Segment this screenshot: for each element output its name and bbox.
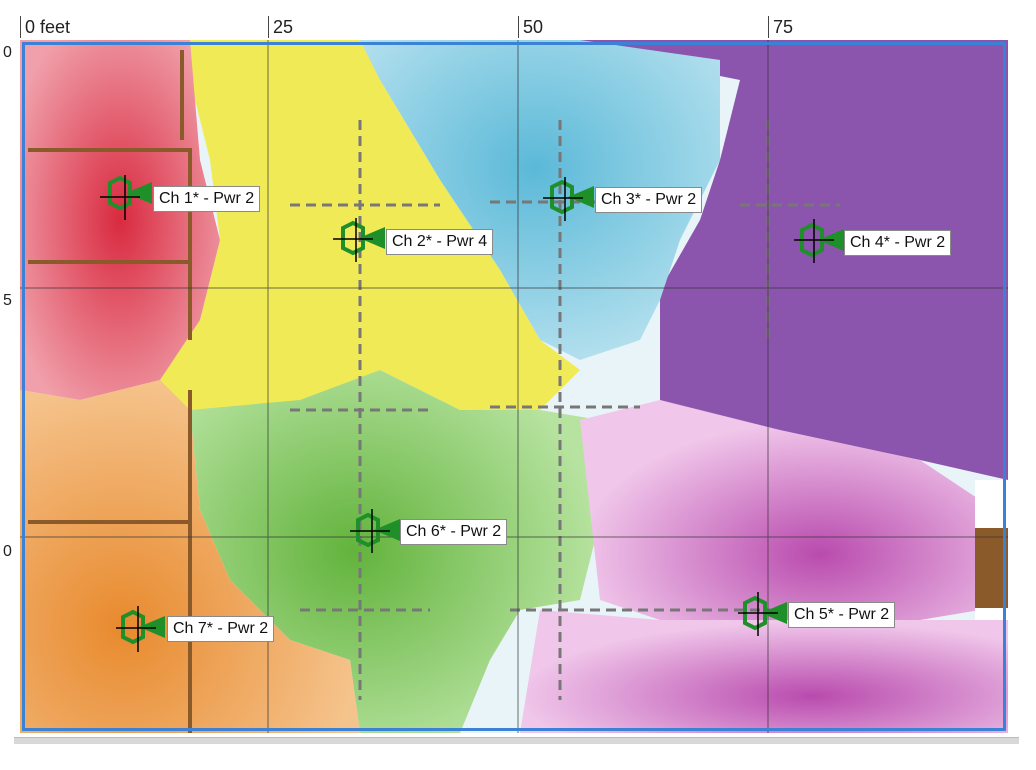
coverage-zone-ch6 [190,370,600,733]
ap3-label[interactable]: Ch 3* - Pwr 2 [595,187,703,213]
access-point-ap4-icon[interactable] [794,219,844,263]
top-ruler: 0 feet 25 50 75 [0,0,1036,40]
ap6-label[interactable]: Ch 6* - Pwr 2 [400,519,508,545]
left-ruler-label-25: 5 [3,292,12,309]
ruler-label-50: 50 [523,17,544,37]
left-ruler-label-50: 0 [3,543,12,560]
ruler-tick-mark [518,16,519,38]
ap7-label[interactable]: Ch 7* - Pwr 2 [167,616,275,642]
access-point-ap3-icon[interactable] [543,177,594,221]
coverage-zone-ch4 [540,40,1008,480]
ap2-label[interactable]: Ch 2* - Pwr 4 [386,229,494,255]
access-point-ap1-icon[interactable] [100,175,152,220]
door-feature [975,528,1008,608]
ruler-tick-mark [768,16,769,38]
access-point-ap5-icon[interactable] [738,592,787,636]
left-ruler-label-0: 0 [3,44,12,61]
ruler-tick-mark [20,16,21,38]
cubicle-dividers [290,120,840,700]
ap1-label[interactable]: Ch 1* - Pwr 2 [153,186,261,212]
ap4-label[interactable]: Ch 4* - Pwr 2 [844,230,952,256]
ruler-label-75: 75 [773,17,794,37]
access-point-ap7-icon[interactable] [116,606,165,652]
access-point-ap6-icon[interactable] [350,509,400,553]
horizontal-scrollbar[interactable] [14,737,1019,744]
coverage-zone-ch5-lower [520,610,1008,733]
ruler-label-25: 25 [273,17,294,37]
coverage-zone-ch5-upper [580,400,980,620]
access-point-ap2-icon[interactable] [333,218,385,262]
ruler-label-0: 0 feet [25,17,71,37]
coverage-zone-ch3 [350,40,720,360]
coverage-zone-ch1 [20,40,220,400]
ruler-tick-mark [268,16,269,38]
ap5-label[interactable]: Ch 5* - Pwr 2 [788,602,896,628]
